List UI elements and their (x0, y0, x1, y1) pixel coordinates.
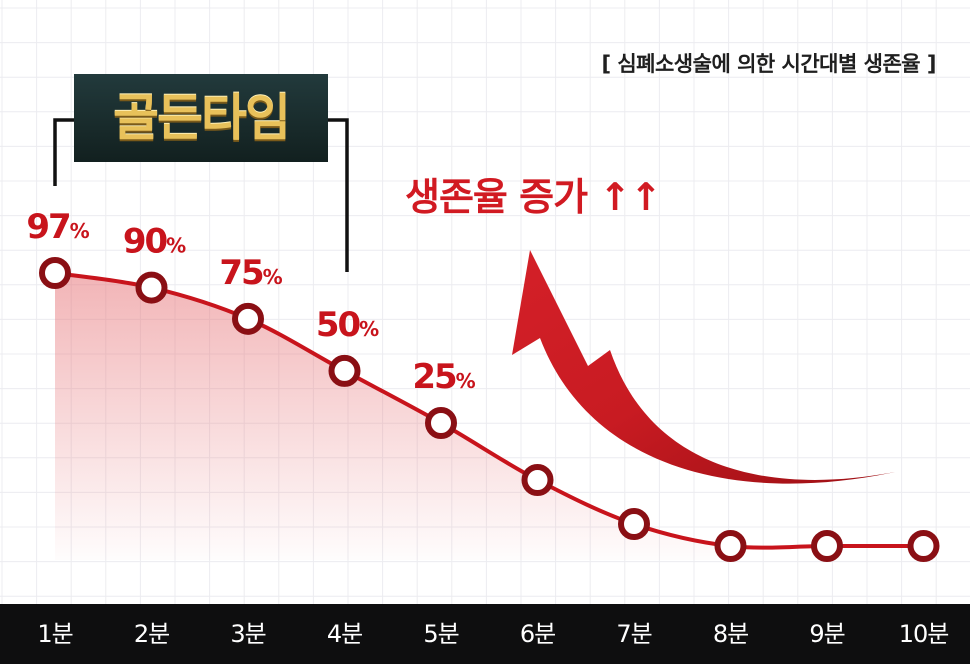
x-tick-label: 5분 (423, 620, 459, 648)
data-point (618, 508, 650, 540)
series-line (54, 271, 924, 550)
x-tick-label: 8분 (712, 620, 749, 648)
data-point (425, 407, 457, 439)
data-point (232, 302, 264, 335)
x-tick-label: 6분 (519, 620, 556, 648)
increase-arrow (512, 250, 895, 484)
x-tick-label: 1분 (37, 620, 73, 648)
x-tick-label: 9분 (809, 620, 845, 648)
data-label: 75% (219, 253, 282, 293)
data-point (328, 354, 361, 387)
data-label: 97% (26, 207, 89, 247)
x-tick-label: 10분 (898, 620, 950, 648)
data-point (714, 530, 747, 562)
golden-time-label: 골든타임 (113, 89, 291, 147)
area-fill (55, 273, 731, 560)
data-point (811, 530, 843, 562)
data-point (39, 257, 71, 289)
x-axis-bar (0, 604, 970, 664)
golden-time-badge: 골든타임 (74, 74, 328, 162)
x-tick-label: 2분 (133, 620, 170, 648)
data-point (135, 271, 168, 304)
x-tick-label: 3분 (230, 620, 266, 648)
x-tick-label: 7분 (616, 620, 652, 648)
chart-title: [ 심폐소생술에 의한 시간대별 생존율 ] (601, 52, 936, 76)
data-label: 25% (412, 357, 475, 397)
x-tick-label: 4분 (326, 620, 363, 648)
data-label: 50% (316, 305, 379, 345)
golden-time-bracket (53, 118, 349, 272)
data-point (907, 530, 940, 562)
data-label: 90% (123, 222, 186, 262)
data-point (521, 464, 554, 496)
increase-annotation: 생존율 증가 ↑↑ (405, 175, 662, 219)
